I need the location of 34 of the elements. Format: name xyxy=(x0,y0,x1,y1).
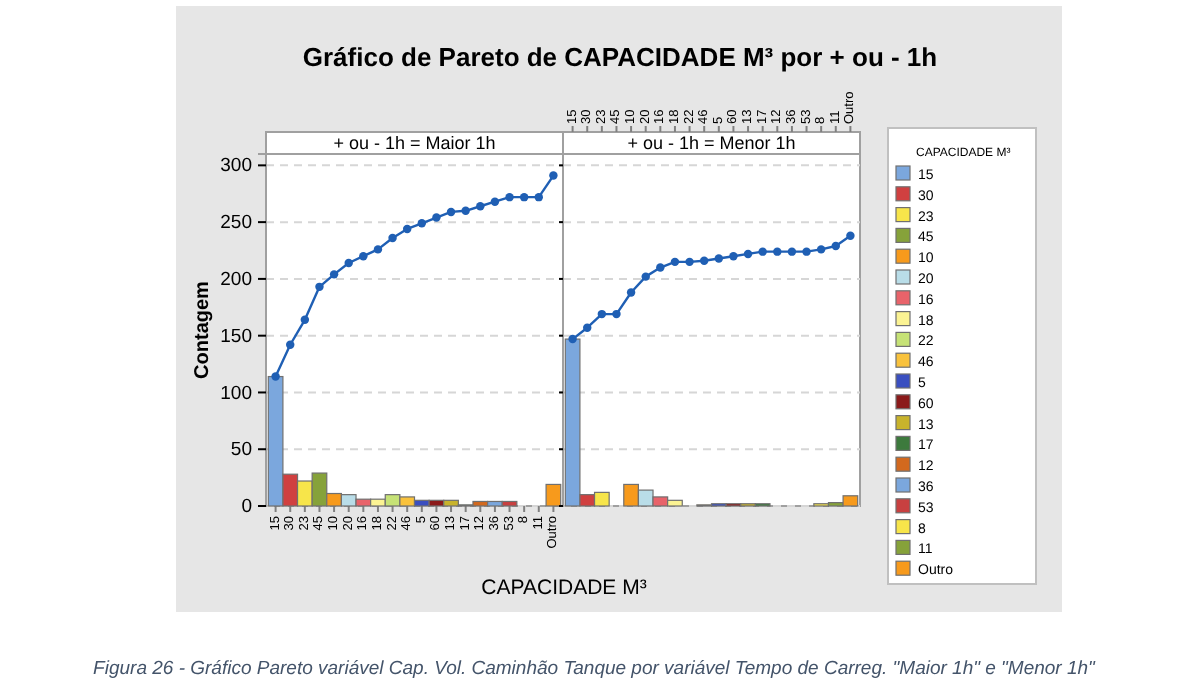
point xyxy=(315,282,324,292)
point xyxy=(286,340,295,349)
bar xyxy=(545,483,562,507)
point xyxy=(446,207,456,217)
text: Gráfico de Pareto de CAPACIDADE M³ por + ou - 1h xyxy=(302,42,938,72)
chart-subtitle: + ou - 1h = Menor 1h xyxy=(627,133,796,153)
y-tick-label: 50 xyxy=(230,439,252,462)
point xyxy=(300,315,310,324)
point xyxy=(490,197,500,206)
point xyxy=(432,213,441,222)
point xyxy=(359,251,368,261)
text: Figura 26 - Gráfico Pareto variável Cap. Vol. Caminhão Tanque por variável Tempo de Carreg. "Maior 1h" e "Menor 1h" xyxy=(93,658,1097,680)
y-tick-label: 250 xyxy=(220,212,252,235)
point xyxy=(549,171,558,180)
point xyxy=(373,245,383,254)
y-tick-label: 100 xyxy=(220,382,252,405)
point xyxy=(505,192,514,202)
y-tick-label: 200 xyxy=(220,268,252,291)
point xyxy=(417,219,427,228)
point xyxy=(534,192,543,202)
y-tick-label: 150 xyxy=(220,325,252,348)
point xyxy=(402,224,412,234)
point xyxy=(329,270,339,279)
point xyxy=(388,233,397,243)
point xyxy=(461,206,470,215)
point xyxy=(271,372,280,381)
point xyxy=(476,202,485,211)
y-tick-label: 300 xyxy=(220,155,252,178)
point xyxy=(519,192,529,202)
y-tick-label: 0 xyxy=(241,496,252,519)
y-axis-title: Contagem xyxy=(192,280,214,379)
point xyxy=(344,258,353,268)
x-axis-title: CAPACIDADE M³ xyxy=(481,576,648,600)
chart-subtitle: + ou - 1h = Maior 1h xyxy=(333,133,496,153)
